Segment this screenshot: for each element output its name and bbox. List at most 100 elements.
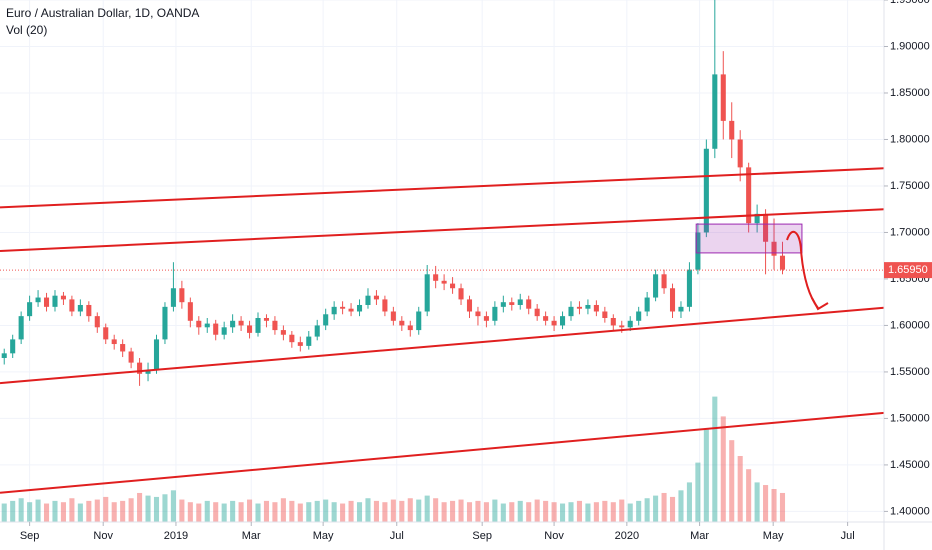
candle-body [407, 325, 413, 331]
volume-bar [543, 500, 549, 522]
volume-bar [272, 502, 278, 522]
candle-body [18, 316, 24, 340]
candle-body [111, 339, 117, 345]
volume-bar [475, 500, 481, 522]
candle-body [585, 304, 591, 309]
volume-bar [399, 500, 405, 522]
candle-body [458, 288, 464, 300]
candle-body [137, 362, 143, 374]
volume-bar [238, 502, 244, 522]
candle-body [356, 304, 363, 312]
volume-bar [120, 500, 126, 522]
candle-body [314, 325, 320, 337]
candle-body [619, 325, 625, 328]
candle-body [729, 120, 735, 140]
candle-body [500, 302, 506, 307]
candle-body [610, 318, 616, 326]
volume-bar [669, 496, 676, 522]
volume-bar [703, 429, 709, 522]
trend-line [0, 167, 885, 209]
candle-body [771, 241, 777, 256]
volume-bar [593, 502, 599, 522]
volume-bar [534, 499, 540, 522]
volume-bar [69, 498, 75, 522]
candle-body [560, 316, 566, 326]
chart-title: Euro / Australian Dollar, 1D, OANDA [6, 6, 199, 20]
volume-bar [576, 500, 583, 522]
candle-body [27, 302, 33, 317]
candle-body [86, 304, 92, 317]
y-tick-label: 1.45000 [890, 459, 930, 471]
volume-bar [196, 503, 202, 522]
candle-body [289, 334, 295, 343]
volume-bar [280, 498, 286, 522]
candle-body [737, 139, 743, 168]
volume-bar [686, 482, 692, 522]
last-price-label: 1.65950 [888, 264, 928, 276]
volume-bar [128, 498, 134, 522]
volume-bar [10, 500, 16, 522]
x-tick-label: Mar [690, 530, 709, 542]
volume-bar [441, 502, 447, 522]
volume-bar [509, 502, 515, 522]
candle-body [170, 288, 176, 307]
candle-body [416, 311, 422, 331]
highlight-zone [695, 223, 803, 254]
candle-body [10, 339, 16, 354]
volume-bar [382, 502, 388, 522]
volume-bar [661, 492, 667, 522]
volume-bar [610, 502, 616, 522]
x-tick-label: Mar [242, 530, 261, 542]
candle-body [120, 344, 126, 352]
volume-bar [720, 416, 726, 522]
candle-body [551, 320, 557, 326]
y-tick-label: 1.70000 [890, 226, 930, 238]
volume-bar [18, 498, 24, 522]
volume-bar [678, 490, 684, 522]
candle-body [204, 323, 210, 328]
candle-body [280, 330, 286, 335]
candles [1, 0, 786, 386]
volume-bar [424, 495, 430, 522]
volume-bar [483, 502, 489, 522]
candle-body [1, 353, 7, 358]
x-tick-label: May [763, 530, 784, 542]
candle-body [593, 304, 599, 312]
arrow-head [811, 297, 829, 311]
candle-body [94, 316, 100, 328]
last-price-box [884, 262, 932, 279]
candle-body [306, 336, 312, 346]
volume-bar [500, 503, 506, 522]
volume-bar [737, 456, 743, 522]
x-tick-label: Nov [93, 530, 113, 542]
volume-bar [568, 502, 574, 522]
candle-body [255, 318, 261, 333]
candle-body [695, 232, 701, 270]
candle-body [686, 269, 692, 307]
volume-bar [230, 500, 236, 522]
candle-body [145, 370, 151, 374]
y-tick-label: 1.50000 [890, 412, 930, 424]
x-tick-label: Sep [20, 530, 40, 542]
volume-bar [365, 498, 371, 522]
candle-body [602, 311, 608, 318]
candle-body [644, 297, 650, 312]
volume-bar [746, 469, 752, 522]
volume-bar [373, 500, 379, 522]
candle-body [450, 283, 456, 289]
candle-body [365, 295, 371, 305]
candle-body [103, 327, 109, 340]
volume-bar [551, 502, 557, 522]
volume-bar [323, 499, 329, 522]
y-tick-label: 1.55000 [890, 366, 930, 378]
axes: 1.400001.450001.500001.550001.600001.650… [20, 0, 932, 542]
volume-bar [712, 396, 718, 522]
volume-bar [137, 492, 143, 522]
candle-body [746, 167, 752, 224]
candle-body [754, 213, 760, 224]
volume-bar [416, 499, 422, 522]
candle-body [331, 306, 337, 315]
volume-bar [653, 495, 659, 522]
candle-body [399, 320, 405, 326]
candle-body [162, 306, 168, 340]
